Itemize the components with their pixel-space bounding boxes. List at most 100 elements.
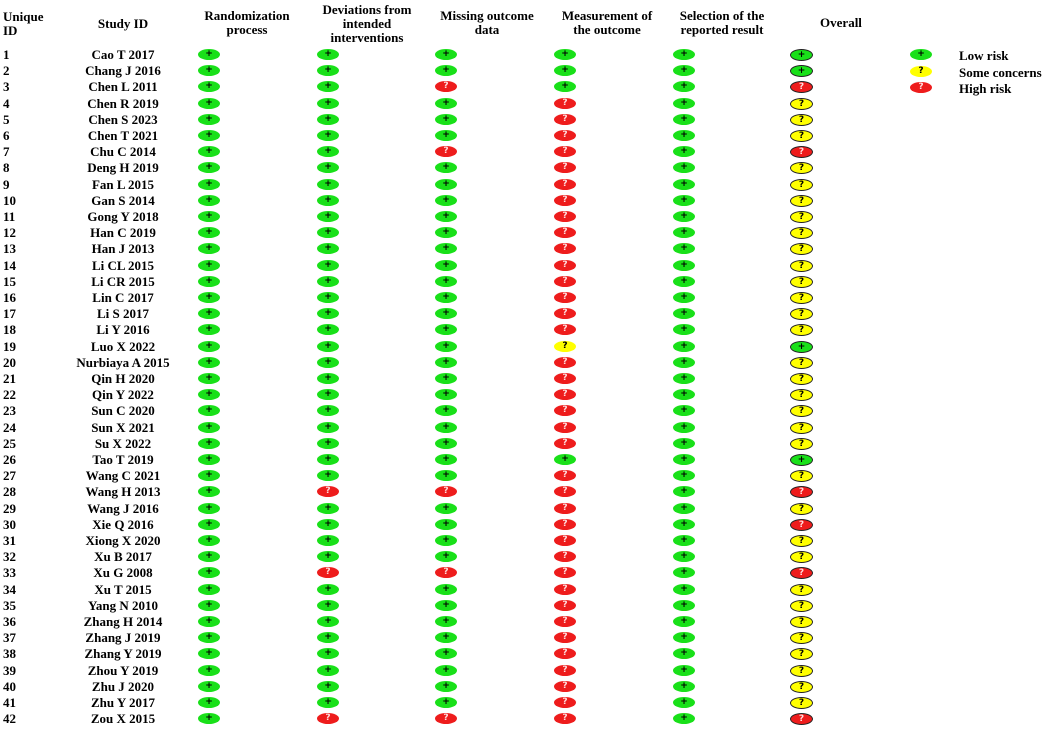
judgement-missing-data-low: +	[435, 616, 457, 627]
judgement-selection-low: +	[673, 146, 695, 158]
judgement-randomization-low: +	[198, 49, 220, 60]
judgement-randomization-low: +	[198, 178, 220, 190]
table-row: 30 Xie Q 2016 + + +? +?	[0, 517, 860, 533]
judgement-deviations-low: +	[317, 275, 339, 287]
judgement-selection-low: +	[673, 275, 695, 287]
judgement-measurement-high: ?	[554, 697, 576, 708]
header-unique-id-line1: Unique	[3, 9, 44, 24]
study-id: Yang N 2010	[87, 597, 159, 613]
judgement-randomization-low: +	[198, 340, 220, 352]
judgement-measurement-high: ?	[554, 113, 576, 125]
judgement-deviations-low: +	[317, 211, 339, 222]
header-selection: Selection of the reported result	[655, 9, 789, 37]
table-row: 1 Cao T 2017 + + + + + +	[0, 47, 860, 63]
table-row: 32 Xu B 2017 + + +? +?	[0, 549, 860, 565]
study-id: Su X 2022	[94, 435, 152, 451]
study-id: Deng H 2019	[87, 160, 159, 176]
judgement-overall-some: ?	[790, 356, 813, 369]
judgement-measurement-high: ?	[554, 373, 576, 384]
study-id: Chen S 2023	[88, 111, 158, 127]
judgement-overall-some: ?	[790, 389, 813, 402]
judgement-deviations-low: +	[317, 599, 339, 611]
study-id: Zhou Y 2019	[87, 662, 159, 678]
judgement-selection-low: +	[673, 389, 695, 401]
table-row: 16 Lin C 2017 + + +? +?	[0, 290, 860, 306]
judgement-deviations-low: +	[317, 49, 339, 60]
judgement-measurement-high: ?	[554, 259, 576, 271]
unique-id: 33	[3, 565, 16, 581]
judgement-overall-some: ?	[790, 194, 813, 207]
study-id: Han J 2013	[91, 241, 155, 257]
judgement-deviations-low: +	[317, 648, 339, 660]
judgement-selection-low: +	[673, 340, 695, 352]
judgement-missing-data-low: +	[435, 373, 457, 384]
table-row: 28 Wang H 2013 +??? +?	[0, 484, 860, 500]
table-row: 15 Li CR 2015 + + +? +?	[0, 274, 860, 290]
header-measurement: Measurement of the outcome	[540, 9, 674, 37]
judgement-randomization-low: +	[198, 664, 220, 676]
header-measurement-line1: Measurement of	[561, 8, 653, 23]
legend-label: Some concerns	[959, 64, 1042, 80]
judgement-selection-low: +	[673, 502, 695, 514]
header-selection-line1: Selection of the	[679, 8, 765, 23]
judgement-measurement-some: ?	[554, 340, 576, 352]
table-row: 41 Zhu Y 2017 + + +? +?	[0, 695, 860, 711]
judgement-overall-low: +	[790, 65, 813, 78]
unique-id: 39	[3, 662, 16, 678]
unique-id: 32	[3, 549, 16, 565]
judgement-missing-data-low: +	[435, 664, 457, 676]
judgement-randomization-low: +	[198, 130, 220, 141]
judgement-measurement-high: ?	[554, 243, 576, 255]
judgement-deviations-low: +	[317, 616, 339, 627]
legend-label: Low risk	[959, 48, 1009, 63]
judgement-measurement-high: ?	[554, 502, 576, 514]
judgement-randomization-low: +	[198, 97, 220, 109]
judgement-deviations-low: +	[317, 227, 339, 239]
judgement-measurement-high: ?	[554, 437, 576, 449]
judgement-overall-some: ?	[790, 308, 813, 321]
judgement-selection-low: +	[673, 356, 695, 368]
judgement-randomization-low: +	[198, 437, 220, 449]
judgement-overall-some: ?	[790, 535, 813, 547]
judgement-missing-data-low: +	[435, 227, 457, 239]
judgement-deviations-low: +	[317, 194, 339, 206]
study-id: Gong Y 2018	[87, 209, 159, 224]
judgement-overall-some: ?	[790, 243, 813, 256]
legend-label: High risk	[959, 81, 1012, 96]
judgement-randomization-low: +	[198, 81, 220, 93]
judgement-overall-high: ?	[790, 567, 813, 580]
table-row: 25 Su X 2022 + + +? +?	[0, 436, 860, 452]
judgement-selection-low: +	[673, 324, 695, 336]
judgement-selection-low: +	[673, 632, 695, 644]
unique-id: 41	[3, 695, 16, 710]
table-row: 10 Gan S 2014 + + +? +?	[0, 193, 860, 209]
header-deviations-line3: interventions	[330, 30, 404, 45]
study-id: Luo X 2022	[90, 338, 156, 354]
judgement-deviations-low: +	[317, 697, 339, 708]
judgement-deviations-low: +	[317, 502, 339, 514]
judgement-randomization-low: +	[198, 502, 220, 514]
unique-id: 15	[3, 273, 16, 289]
judgement-overall-high: ?	[790, 486, 813, 499]
judgement-selection-low: +	[673, 162, 695, 174]
judgement-missing-data-low: +	[435, 356, 457, 368]
unique-id: 19	[3, 338, 16, 354]
legend-swatch-low: +	[910, 49, 932, 60]
judgement-deviations-low: +	[317, 97, 339, 109]
table-row: 27 Wang C 2021 + + +? +?	[0, 468, 860, 484]
unique-id: 4	[3, 95, 10, 111]
header-deviations: Deviations from intended interventions	[300, 3, 434, 45]
legend-swatch-high: ?	[910, 82, 932, 93]
judgement-randomization-low: +	[198, 194, 220, 206]
judgement-missing-data-low: +	[435, 292, 457, 303]
judgement-deviations-low: +	[317, 340, 339, 352]
judgement-measurement-high: ?	[554, 405, 576, 417]
judgement-measurement-high: ?	[554, 616, 576, 627]
table-row: 38 Zhang Y 2019 + + +? +?	[0, 646, 860, 662]
judgement-overall-some: ?	[790, 324, 813, 337]
judgement-deviations-low: +	[317, 454, 339, 465]
study-id: Wang J 2016	[87, 500, 159, 516]
judgement-randomization-low: +	[198, 470, 220, 482]
judgement-overall-some: ?	[790, 697, 813, 709]
judgement-selection-low: +	[673, 616, 695, 627]
